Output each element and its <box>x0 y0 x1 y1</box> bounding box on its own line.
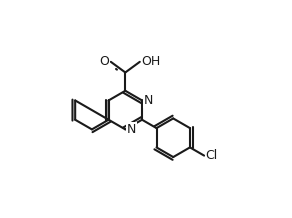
Text: O: O <box>99 55 109 68</box>
Text: OH: OH <box>141 55 161 68</box>
Text: N: N <box>127 123 136 136</box>
Text: Cl: Cl <box>206 149 218 162</box>
Text: N: N <box>144 94 153 107</box>
